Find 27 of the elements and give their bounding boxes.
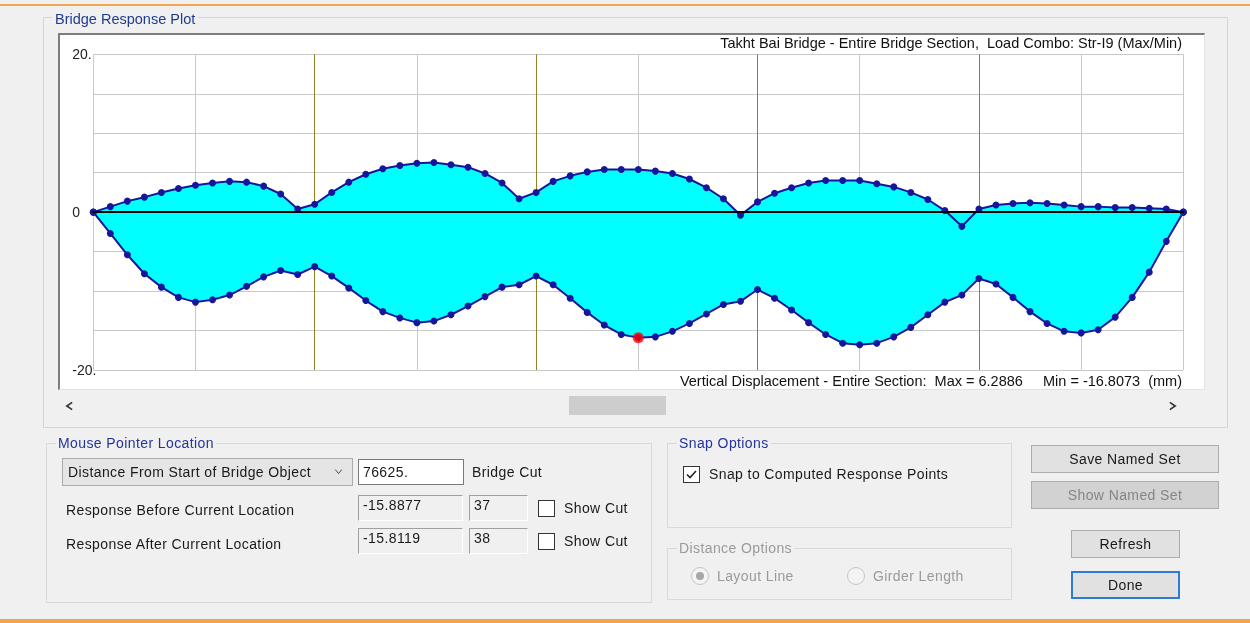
- text-field: 76625.: [358, 459, 464, 485]
- text: Girder Length: [873, 568, 964, 584]
- dropdown: Distance From Start of Bridge Object: [62, 458, 353, 486]
- text: Layout Line: [717, 568, 794, 584]
- chart-subtitle: Takht Bai Bridge - Entire Bridge Section, Load Combo: Str-I9 (Max/Min): [720, 34, 1182, 51]
- y-tick-label: 0: [72, 204, 81, 221]
- text: Show Cut: [564, 500, 628, 516]
- text: Show Cut: [564, 533, 628, 549]
- text: Response After Current Location: [66, 536, 282, 552]
- text-field: -15.8877: [358, 495, 463, 521]
- text: Snap to Computed Response Points: [709, 466, 949, 482]
- button: Done: [1071, 571, 1180, 599]
- button: Show Named Set: [1031, 481, 1219, 509]
- text-field: 38: [469, 528, 528, 554]
- text: Distance Options: [677, 540, 795, 556]
- y-tick-label: 20.: [72, 46, 92, 63]
- text: Bridge Cut: [472, 464, 543, 480]
- text-field: -15.8119: [358, 528, 463, 554]
- text-field: 37: [469, 495, 528, 521]
- button: Save Named Set: [1031, 445, 1219, 473]
- y-tick-label: -20.: [72, 362, 97, 378]
- button: Refresh: [1071, 530, 1180, 558]
- text: Vertical Displacement - Entire Section: Max = 6.2886 Min = -16.8073 (mm): [679, 372, 1182, 389]
- text: Response Before Current Location: [66, 502, 295, 518]
- text: Snap Options: [677, 435, 771, 451]
- chart-title: Bridge Response Plot: [55, 10, 196, 27]
- text: Mouse Pointer Location: [56, 435, 216, 451]
